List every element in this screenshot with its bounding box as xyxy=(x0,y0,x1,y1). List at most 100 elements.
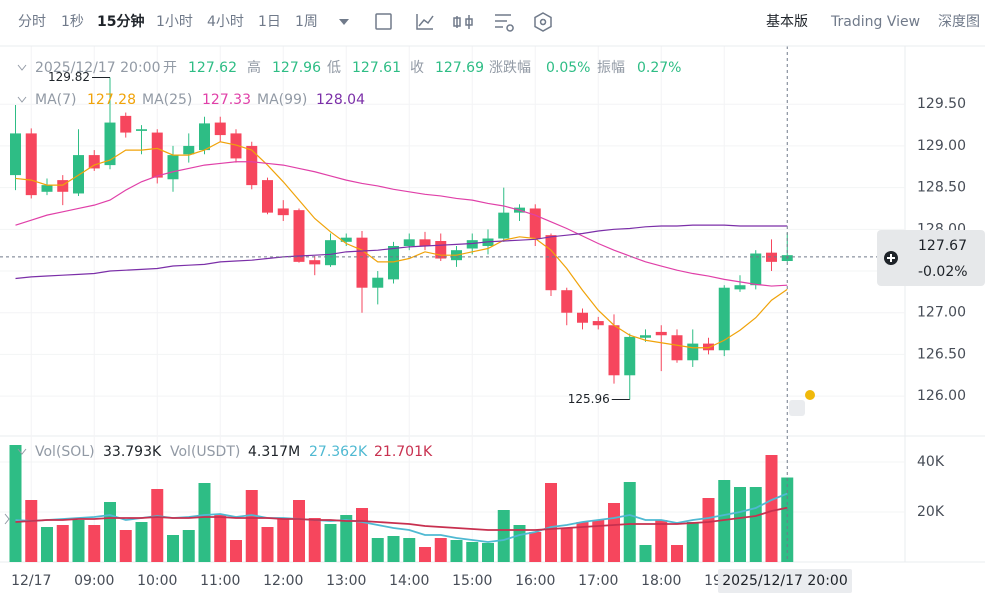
x-tick-label: 15:00 xyxy=(452,573,492,589)
interval-tab-active[interactable]: 15分钟 xyxy=(97,13,144,30)
crosshair-time-box xyxy=(718,569,852,593)
calendar-icon[interactable] xyxy=(375,13,392,30)
settings-icon[interactable] xyxy=(495,14,514,32)
ma-legend-value: 127.33 xyxy=(202,92,251,108)
candle-body xyxy=(214,122,226,136)
view-tab[interactable]: Trading View xyxy=(830,14,920,30)
more-intervals[interactable] xyxy=(339,19,349,25)
y-tick-label: 128.50 xyxy=(917,180,966,196)
low-value: 127.61 xyxy=(352,60,401,76)
x-tick-label: 17:00 xyxy=(578,573,618,589)
hex-icon[interactable] xyxy=(534,12,552,32)
high-value: 127.96 xyxy=(272,60,321,76)
volume-bar xyxy=(198,483,211,562)
candle-body xyxy=(57,180,69,192)
price-marker xyxy=(877,230,985,286)
candle-body xyxy=(25,133,37,196)
candle-body xyxy=(734,285,746,290)
candle-body xyxy=(750,253,762,286)
amplitude-value: 0.27% xyxy=(637,60,681,76)
volume-bar xyxy=(497,510,510,562)
interval-tab[interactable]: 1小时 xyxy=(156,14,193,30)
volume-bar xyxy=(686,522,699,562)
candle-body xyxy=(10,133,21,176)
volume-bar xyxy=(104,502,116,562)
volume-bar xyxy=(340,515,353,562)
collapse-caret[interactable] xyxy=(17,448,27,455)
x-tick-label: 14:00 xyxy=(389,573,429,589)
collapse-caret[interactable] xyxy=(17,64,27,71)
news-badge[interactable] xyxy=(789,400,805,416)
candle-body xyxy=(624,336,636,376)
y-tick-label: 40K xyxy=(917,454,945,470)
candle-body xyxy=(340,237,352,242)
candle-body xyxy=(718,287,730,351)
volume-ma-line xyxy=(15,506,788,531)
indicator-icon[interactable] xyxy=(416,14,434,30)
candle-body xyxy=(73,155,84,194)
candle-body xyxy=(498,212,510,239)
open-label: 开 xyxy=(163,60,177,76)
volume-bar xyxy=(371,538,384,562)
y-tick-label: 129.00 xyxy=(917,138,966,154)
volume-bar xyxy=(167,535,179,562)
volume-bar xyxy=(25,500,38,562)
volume-bar xyxy=(702,498,715,562)
candle-body xyxy=(608,325,620,376)
max-label: 129.82 xyxy=(48,70,90,84)
crosshair-time: 2025/12/17 20:00 xyxy=(722,573,848,589)
view-tab-active[interactable]: 基本版 xyxy=(766,13,808,30)
view-tab[interactable]: 深度图 xyxy=(938,14,980,30)
candle-body xyxy=(262,180,273,213)
volume-bar xyxy=(151,489,164,562)
candle-body xyxy=(120,115,132,133)
volume-bar xyxy=(482,543,494,562)
candle-body xyxy=(577,312,588,323)
volume-bar xyxy=(781,477,794,562)
last-price: 127.67 xyxy=(918,238,967,254)
ma-line xyxy=(15,161,788,287)
interval-tab[interactable]: 1日 xyxy=(258,14,281,30)
volume-bar xyxy=(261,527,274,562)
volume-bar xyxy=(718,480,731,562)
candle-body xyxy=(545,235,557,291)
interval-tab[interactable]: 4小时 xyxy=(207,14,244,30)
volume-bar xyxy=(592,520,605,562)
plot-area: 12/17 09:00 10:00 11:00 12:00 13:00 14:00 15:00… xyxy=(0,46,985,589)
volume-bar xyxy=(308,518,321,562)
candle-body xyxy=(561,290,573,313)
candle-body xyxy=(687,343,699,361)
expand-arrow[interactable] xyxy=(4,513,10,525)
interval-tab[interactable]: 1秒 xyxy=(61,14,84,30)
last-change: -0.02% xyxy=(918,264,968,280)
volume-bar xyxy=(623,482,636,562)
ma-legend-name: MA(25) xyxy=(142,92,192,108)
candle-body xyxy=(104,122,116,166)
candle-body xyxy=(356,237,368,288)
high-label: 高 xyxy=(247,59,261,76)
candle-type-icon[interactable] xyxy=(453,15,473,29)
volume-bar xyxy=(671,545,683,562)
volume-bar xyxy=(434,538,447,562)
candle-body xyxy=(435,241,447,259)
volume-bar xyxy=(639,545,652,562)
ma-line xyxy=(15,141,788,349)
volume-bar xyxy=(545,483,557,562)
volume-bar xyxy=(277,518,290,562)
ma-legend-value: 128.04 xyxy=(316,92,365,108)
volume-bar xyxy=(245,490,258,562)
vol-ma-value: 21.701K xyxy=(374,444,433,460)
y-tick-label: 129.50 xyxy=(917,96,966,112)
vol-legend-value: 4.317M xyxy=(248,444,300,460)
collapse-caret[interactable] xyxy=(17,96,27,103)
volume-bar xyxy=(419,547,431,562)
min-label: 125.96 xyxy=(568,392,610,406)
amplitude-label: 振幅 xyxy=(597,60,625,76)
interval-tab[interactable]: 1周 xyxy=(295,14,318,30)
candle-body xyxy=(167,155,179,180)
interval-tab[interactable]: 分时 xyxy=(18,14,46,30)
close-value: 127.69 xyxy=(435,60,484,76)
candle-body xyxy=(246,145,258,186)
volume-bar xyxy=(182,530,195,562)
